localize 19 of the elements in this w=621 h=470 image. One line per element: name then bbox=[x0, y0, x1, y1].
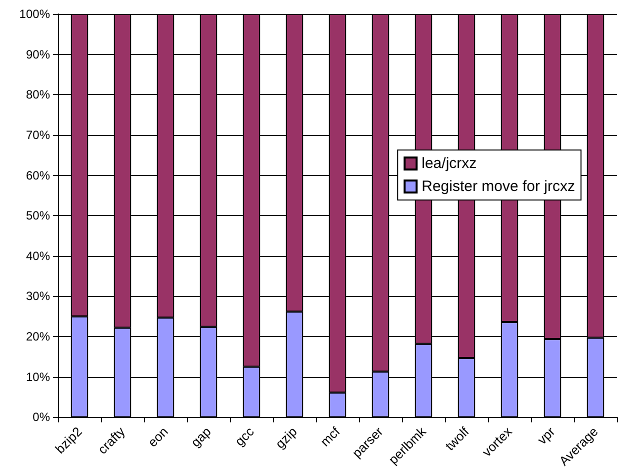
x-tick-label: gzip bbox=[272, 424, 300, 452]
y-tick-label: 50% bbox=[26, 208, 50, 223]
y-tick-label: 70% bbox=[26, 128, 50, 142]
y-tick-label: 100% bbox=[19, 7, 50, 21]
x-tick-label: mcf bbox=[317, 424, 344, 450]
legend-label: lea/jcrxz bbox=[422, 155, 477, 172]
x-tick-label: vpr bbox=[534, 423, 558, 448]
y-tick-label: 90% bbox=[26, 47, 50, 62]
x-tick-label: gap bbox=[188, 424, 214, 450]
y-tick-label: 80% bbox=[26, 88, 50, 102]
y-tick-label: 0% bbox=[32, 410, 50, 424]
x-tick-label: eon bbox=[144, 424, 171, 450]
y-tick-label: 60% bbox=[26, 168, 50, 182]
y-tick-label: 10% bbox=[26, 370, 50, 384]
y-tick-label: 30% bbox=[26, 289, 50, 304]
y-tick-label: 40% bbox=[26, 248, 50, 263]
y-tick-label: 20% bbox=[26, 330, 50, 344]
x-tick-label: gcc bbox=[232, 424, 258, 449]
legend-label: Register move for jrcxz bbox=[422, 178, 576, 195]
